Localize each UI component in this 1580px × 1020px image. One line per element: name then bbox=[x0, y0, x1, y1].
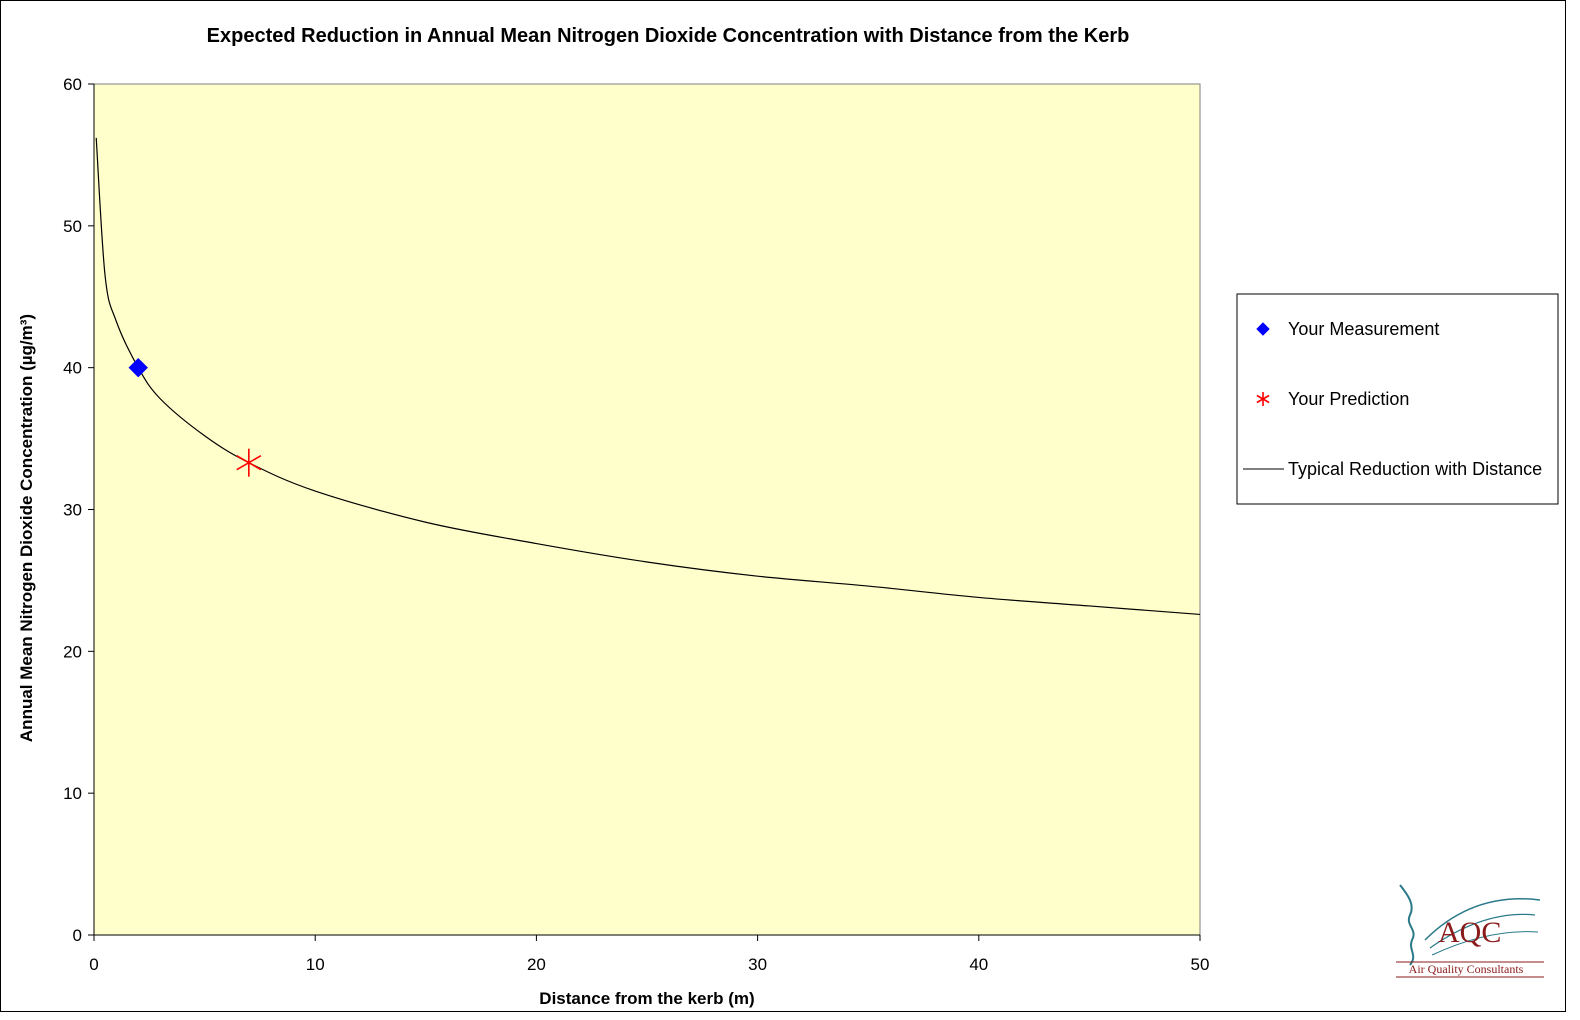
y-tick-label: 10 bbox=[63, 784, 82, 803]
x-tick-label: 40 bbox=[969, 955, 988, 974]
y-axis-title: Annual Mean Nitrogen Dioxide Concentrati… bbox=[17, 314, 36, 742]
plot-area bbox=[93, 83, 1201, 936]
legend-box bbox=[1236, 293, 1559, 505]
aqc-logo: AQC Air Quality Consultants bbox=[1396, 884, 1544, 978]
series-line-typical-reduction bbox=[95, 137, 1201, 616]
x-tick-label: 30 bbox=[748, 955, 767, 974]
y-tick-label: 20 bbox=[63, 642, 82, 661]
logo-letters: AQC bbox=[1438, 916, 1501, 949]
x-tick-label: 10 bbox=[306, 955, 325, 974]
x-tick-label: 20 bbox=[527, 955, 546, 974]
legend: Your Measurement Your Prediction Typical R… bbox=[1236, 293, 1559, 505]
measurement-point bbox=[128, 357, 148, 378]
prediction-point bbox=[236, 448, 262, 477]
y-tick-label: 30 bbox=[63, 501, 82, 520]
logo-caption: Air Quality Consultants bbox=[1409, 962, 1524, 976]
y-tick-label: 60 bbox=[63, 75, 82, 94]
y-tick-label: 40 bbox=[63, 359, 82, 378]
legend-label: Typical Reduction with Distance bbox=[1288, 459, 1542, 479]
x-axis-title: Distance from the kerb (m) bbox=[539, 989, 754, 1008]
legend-label: Your Measurement bbox=[1288, 319, 1439, 339]
chart-title: Expected Reduction in Annual Mean Nitrog… bbox=[207, 25, 1130, 47]
x-tick-label: 50 bbox=[1191, 955, 1210, 974]
legend-swatch-prediction bbox=[1256, 392, 1270, 406]
y-tick-label: 50 bbox=[63, 217, 82, 236]
legend-label: Your Prediction bbox=[1288, 389, 1409, 409]
legend-swatch-measurement bbox=[1256, 322, 1270, 336]
y-tick-label: 0 bbox=[73, 926, 82, 945]
x-tick-label: 0 bbox=[89, 955, 98, 974]
series-layer bbox=[95, 137, 1201, 616]
axes: 0 10 20 30 40 50 60 0 10 20 30 40 50 bbox=[63, 75, 1209, 974]
